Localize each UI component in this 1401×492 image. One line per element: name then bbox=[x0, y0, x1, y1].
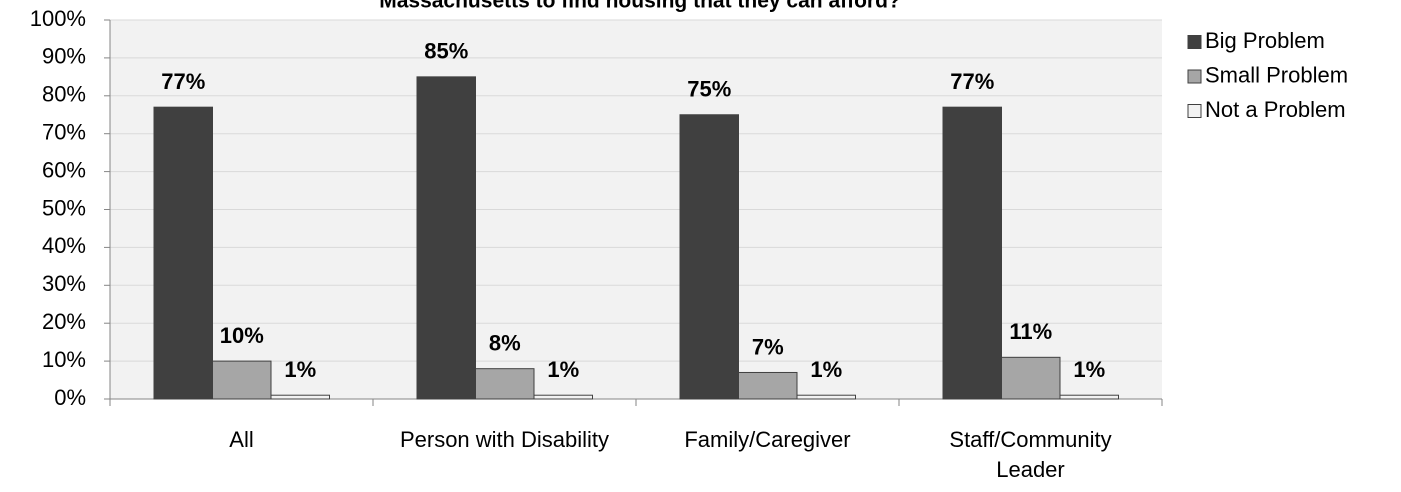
data-label: 1% bbox=[547, 357, 579, 382]
y-tick-label: 0% bbox=[54, 385, 86, 410]
x-tick-label: All bbox=[229, 427, 254, 452]
x-tick-label: Staff/Community Leader bbox=[949, 427, 1112, 482]
bar bbox=[679, 114, 739, 400]
y-tick-label: 70% bbox=[42, 120, 86, 145]
legend-label: Small Problem bbox=[1205, 62, 1348, 87]
y-tick-label: 30% bbox=[42, 271, 86, 296]
data-label: 77% bbox=[950, 69, 994, 94]
bar bbox=[475, 368, 535, 400]
bar bbox=[533, 394, 593, 400]
y-tick-label: 40% bbox=[42, 233, 86, 258]
bar bbox=[416, 76, 476, 400]
y-tick-label: 80% bbox=[42, 82, 86, 107]
data-label: 7% bbox=[752, 334, 784, 359]
x-tick-label: Family/Caregiver bbox=[684, 427, 851, 452]
data-label: 77% bbox=[161, 69, 205, 94]
bar bbox=[796, 394, 856, 400]
data-label: 1% bbox=[284, 357, 316, 382]
data-label: 75% bbox=[687, 77, 731, 102]
legend-label: Big Problem bbox=[1205, 28, 1325, 53]
y-tick-label: 60% bbox=[42, 157, 86, 182]
bar bbox=[942, 106, 1002, 400]
y-tick-label: 100% bbox=[30, 6, 86, 31]
data-label: 11% bbox=[1009, 319, 1052, 344]
legend-swatch bbox=[1187, 35, 1202, 49]
data-label: 1% bbox=[1073, 357, 1105, 382]
bar bbox=[270, 394, 330, 400]
data-label: 85% bbox=[424, 39, 468, 64]
y-tick-label: 20% bbox=[42, 309, 86, 334]
legend-swatch bbox=[1187, 69, 1202, 84]
y-tick-label: 50% bbox=[42, 195, 86, 220]
data-label: 1% bbox=[810, 357, 842, 382]
y-tick-label: 90% bbox=[42, 44, 86, 69]
x-tick-label: Person with Disability bbox=[399, 427, 610, 452]
y-tick-label: 10% bbox=[42, 347, 86, 372]
legend-swatch bbox=[1187, 104, 1202, 118]
chart-title: Massachusetts to find housing that they … bbox=[379, 0, 901, 13]
data-label: 8% bbox=[489, 330, 521, 355]
bar bbox=[1001, 356, 1061, 400]
legend-label: Not a Problem bbox=[1205, 97, 1346, 122]
bar bbox=[738, 371, 798, 400]
bar bbox=[1059, 394, 1119, 400]
bar bbox=[212, 360, 272, 400]
bar bbox=[153, 106, 213, 400]
data-label: 10% bbox=[220, 323, 264, 348]
